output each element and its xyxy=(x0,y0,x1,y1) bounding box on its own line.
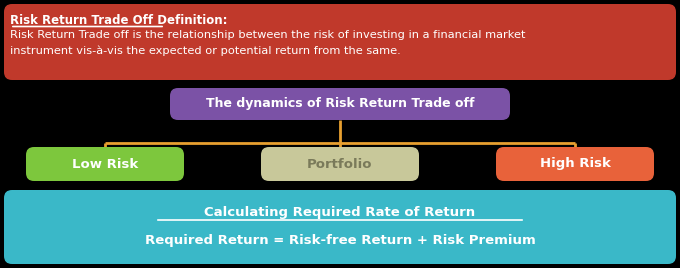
FancyBboxPatch shape xyxy=(496,147,654,181)
Text: Risk Return Trade off is the relationship between the risk of investing in a fin: Risk Return Trade off is the relationshi… xyxy=(10,30,526,56)
Text: Calculating Required Rate of Return: Calculating Required Rate of Return xyxy=(205,206,475,219)
FancyBboxPatch shape xyxy=(4,4,676,80)
Text: High Risk: High Risk xyxy=(539,158,611,170)
FancyBboxPatch shape xyxy=(261,147,419,181)
Text: Portfolio: Portfolio xyxy=(307,158,373,170)
Text: Low Risk: Low Risk xyxy=(72,158,138,170)
Text: Risk Return Trade Off Definition:: Risk Return Trade Off Definition: xyxy=(10,14,228,27)
FancyBboxPatch shape xyxy=(4,190,676,264)
Text: Required Return = Risk-free Return + Risk Premium: Required Return = Risk-free Return + Ris… xyxy=(145,234,535,247)
FancyBboxPatch shape xyxy=(26,147,184,181)
FancyBboxPatch shape xyxy=(170,88,510,120)
Text: The dynamics of Risk Return Trade off: The dynamics of Risk Return Trade off xyxy=(206,98,474,110)
